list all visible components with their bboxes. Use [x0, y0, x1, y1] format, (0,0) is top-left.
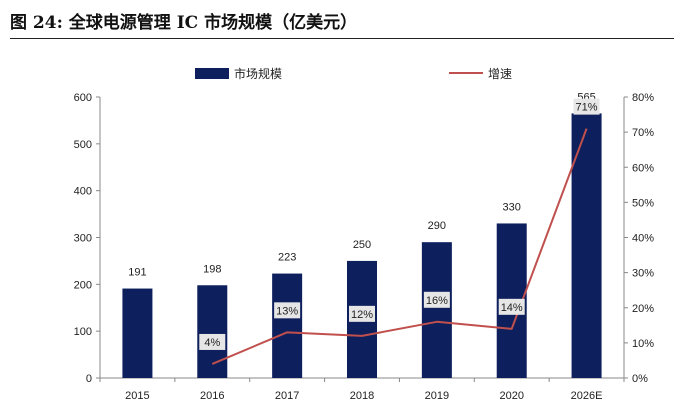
bar-value-label: 250 — [353, 239, 371, 251]
bar-value-label: 191 — [128, 267, 146, 279]
growth-label-box — [274, 302, 301, 319]
bar — [122, 288, 153, 378]
bar-value-label: 330 — [503, 201, 521, 213]
y-left-tick-label: 600 — [74, 92, 92, 104]
growth-label-box — [498, 298, 525, 315]
x-tick-label: 2018 — [350, 390, 374, 402]
y-right-tick-label: 40% — [632, 233, 654, 245]
bar — [571, 113, 602, 379]
axes: 0 100 200 300 400 500 600 0% 10% 20% 30% 40% 50% 60% 7… — [74, 92, 655, 402]
bar — [421, 242, 452, 378]
y-right-tick-label: 50% — [632, 197, 654, 209]
y-right-tick-label: 80% — [632, 92, 654, 104]
y-left-tick-label: 300 — [74, 233, 92, 245]
x-tick-label: 2026E — [571, 390, 603, 402]
growth-line-series — [211, 128, 588, 365]
growth-label: 12% — [351, 309, 373, 321]
x-tick-label: 2019 — [425, 390, 449, 402]
y-left-tick-label: 200 — [74, 279, 92, 291]
y-left-tick-label: 100 — [74, 326, 92, 338]
x-tick-label: 2020 — [499, 390, 523, 402]
growth-label: 16% — [426, 295, 448, 307]
bar-value-label: 290 — [428, 220, 446, 232]
y-right-tick-label: 30% — [632, 268, 654, 280]
bar-value-label: 198 — [203, 263, 221, 275]
growth-label-box — [573, 98, 600, 115]
y-right-tick-label: 60% — [632, 162, 654, 174]
growth-label: 13% — [276, 305, 298, 317]
growth-label-box — [349, 305, 375, 322]
y-right-tick-label: 0% — [632, 373, 648, 385]
growth-label-box — [423, 291, 450, 308]
bar-value-label: 223 — [278, 252, 296, 264]
y-left-tick-label: 0 — [86, 373, 92, 385]
x-tick-label: 2015 — [125, 390, 149, 402]
legend: 市场规模 增速 — [195, 66, 512, 81]
y-right-tick-label: 70% — [632, 127, 654, 139]
y-left-tick-label: 500 — [74, 139, 92, 151]
legend-bar-swatch — [195, 68, 229, 79]
legend-bar-label: 市场规模 — [234, 66, 282, 81]
growth-label: 4% — [204, 337, 220, 349]
growth-label: 14% — [501, 302, 523, 314]
y-right-tick-label: 20% — [632, 303, 654, 315]
growth-line — [211, 128, 588, 365]
title-divider — [10, 38, 674, 39]
growth-rate-labels: 4% 13% 12% 16% 14% 71% — [199, 98, 600, 350]
growth-label: 71% — [576, 102, 598, 114]
y-left-tick-label: 400 — [74, 186, 92, 198]
legend-line-label: 增速 — [488, 67, 512, 81]
bar — [272, 273, 303, 378]
bar — [197, 285, 228, 378]
growth-label-box — [199, 333, 226, 350]
x-tick-label: 2016 — [200, 390, 224, 402]
figure-title: 图 24: 全球电源管理 IC 市场规模（亿美元） — [10, 13, 358, 33]
x-tick-label: 2017 — [275, 390, 299, 402]
y-right-tick-label: 10% — [632, 338, 654, 350]
